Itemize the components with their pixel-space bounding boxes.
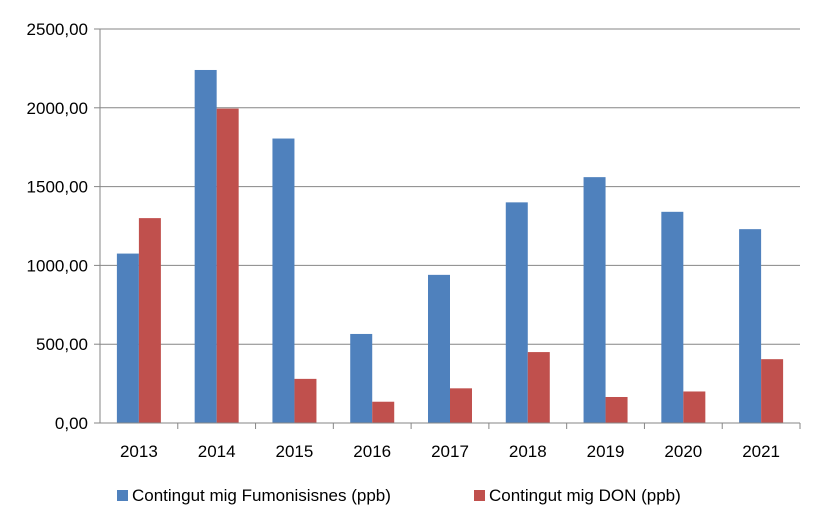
bars (116, 69, 784, 424)
x-tick-label: 2018 (509, 442, 547, 461)
bar-series-1 (350, 333, 373, 423)
x-tick-label: 2013 (120, 442, 158, 461)
x-tick-label: 2016 (353, 442, 391, 461)
y-tick-label: 2500,00 (27, 20, 88, 39)
bar-series-1 (116, 253, 139, 423)
y-tick-label: 2000,00 (27, 99, 88, 118)
x-axis-tick-labels: 2013 2014 2015 2016 2017 2018 2019 2020 2021 (120, 423, 801, 461)
x-tick-label: 2014 (198, 442, 236, 461)
x-tick-label: 2021 (742, 442, 780, 461)
legend-label-1: Contingut mig Fumonisisnes (ppb) (132, 486, 391, 505)
bar-series-1 (739, 229, 762, 423)
legend-swatch-1 (117, 490, 128, 501)
y-tick-label: 1000,00 (27, 256, 88, 275)
bar-series-2 (761, 359, 784, 423)
bar-series-1 (428, 274, 450, 423)
bar-series-1 (194, 69, 217, 423)
x-tick-label: 2020 (664, 442, 702, 461)
bar-series-2 (372, 401, 395, 423)
bar-series-2 (605, 396, 628, 423)
x-tick-label: 2015 (276, 442, 314, 461)
legend-swatch-2 (474, 490, 485, 501)
legend: Contingut mig Fumonisisnes (ppb) Contingu… (117, 486, 681, 505)
bar-series-1 (272, 138, 295, 424)
y-tick-label: 1500,00 (27, 178, 88, 197)
bar-series-1 (661, 211, 684, 423)
bar-series-2 (294, 378, 317, 423)
bar-series-2 (683, 391, 706, 423)
bar-series-1 (505, 202, 528, 423)
bar-series-1 (583, 177, 606, 423)
x-tick-label: 2017 (431, 442, 469, 461)
x-tick-label: 2019 (587, 442, 625, 461)
y-axis-tick-labels: 0,00 500,00 1000,00 1500,00 2000,00 2500,00 (27, 20, 88, 433)
y-tick-label: 0,00 (55, 414, 88, 433)
bar-series-2 (138, 218, 161, 423)
bar-series-2 (216, 108, 239, 423)
legend-label-2: Contingut mig DON (ppb) (489, 486, 681, 505)
bar-series-2 (527, 352, 550, 423)
axes (99, 29, 800, 424)
y-tick-label: 500,00 (36, 335, 88, 354)
bar-series-2 (450, 388, 472, 423)
